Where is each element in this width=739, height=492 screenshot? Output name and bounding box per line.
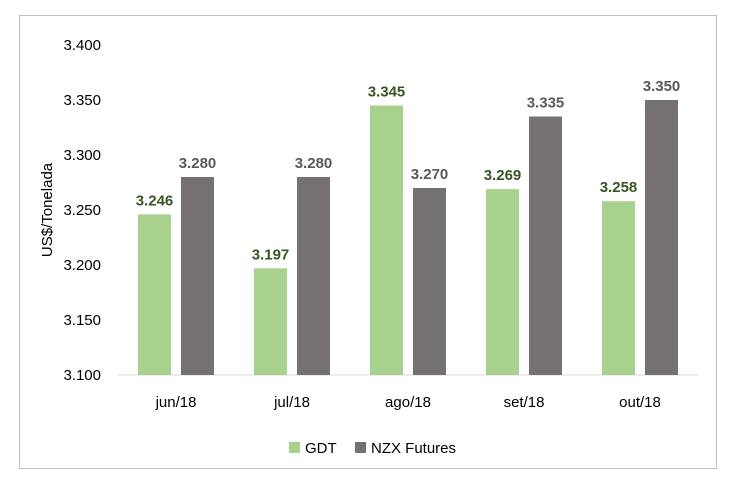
y-tick-label: 3.250 [63, 202, 101, 219]
y-tick-label: 3.150 [63, 312, 101, 329]
legend-item-gdt[interactable]: GDT [289, 440, 337, 457]
x-tick-label: jun/18 [155, 394, 197, 411]
bar-nzx-futures [297, 177, 330, 375]
legend-label: GDT [305, 440, 337, 457]
chart-frame [19, 15, 717, 469]
legend-item-nzx-futures[interactable]: NZX Futures [355, 440, 456, 457]
y-tick-label: 3.100 [63, 367, 101, 384]
bar-nzx-futures [529, 116, 562, 375]
x-tick-label: jul/18 [273, 394, 310, 411]
legend-label: NZX Futures [371, 440, 456, 457]
y-axis-ticks: 3.100 3.150 3.200 3.250 3.300 3.350 3.400 [63, 37, 101, 384]
data-label: 3.280 [179, 155, 217, 172]
data-labels: 3.246 3.280 3.197 3.280 3.345 3.270 3.269 3.335… [136, 78, 681, 263]
data-label: 3.246 [136, 192, 174, 209]
x-tick-label: out/18 [619, 394, 661, 411]
data-label: 3.197 [252, 246, 290, 263]
data-label: 3.269 [484, 167, 522, 184]
bar-gdt [254, 268, 287, 375]
bar-gdt [138, 214, 171, 375]
bars [138, 100, 678, 375]
legend-swatch [289, 442, 300, 453]
data-label: 3.335 [527, 95, 565, 112]
data-label: 3.258 [600, 179, 638, 196]
legend-swatch [355, 442, 366, 453]
x-axis-ticks: jun/18 jul/18 ago/18 set/18 out/18 [155, 394, 661, 411]
legend[interactable]: GDT NZX Futures [289, 440, 456, 457]
x-tick-label: set/18 [504, 394, 545, 411]
bar-gdt [602, 201, 635, 375]
y-tick-label: 3.300 [63, 147, 101, 164]
data-label: 3.345 [368, 84, 406, 101]
y-axis-label: US$/Tonelada [39, 162, 56, 257]
bar-gdt [486, 189, 519, 375]
bar-gdt [370, 105, 403, 375]
data-label: 3.280 [295, 155, 333, 172]
bar-nzx-futures [645, 100, 678, 375]
bar-nzx-futures [413, 188, 446, 375]
x-tick-label: ago/18 [385, 394, 431, 411]
y-tick-label: 3.400 [63, 37, 101, 54]
y-tick-label: 3.200 [63, 257, 101, 274]
data-label: 3.270 [411, 166, 449, 183]
y-tick-label: 3.350 [63, 92, 101, 109]
bar-nzx-futures [181, 177, 214, 375]
data-label: 3.350 [643, 78, 681, 95]
